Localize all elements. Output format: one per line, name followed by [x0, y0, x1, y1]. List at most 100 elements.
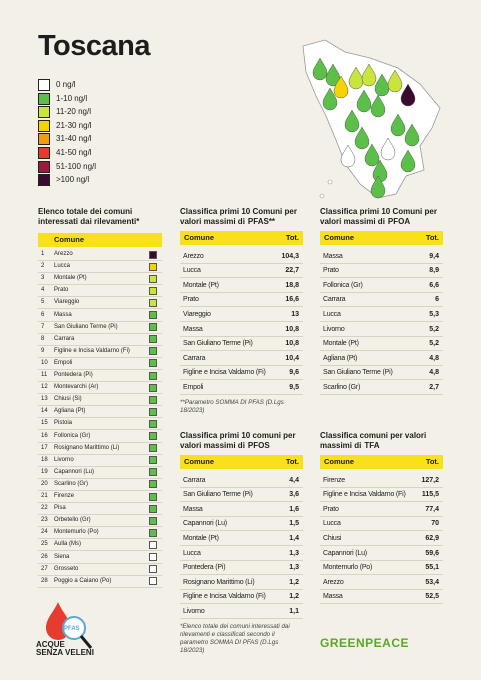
cell-name: Carrara: [323, 296, 346, 304]
table-row: Livorno 1,1: [180, 604, 303, 619]
row-swatch: [149, 565, 157, 574]
cell-name: Chiusi: [323, 534, 342, 542]
list-row: 26 Siena: [38, 552, 162, 564]
list-row: 8 Carrara: [38, 334, 162, 346]
row-name: Aulla (Ms): [54, 541, 82, 548]
cell-name: Pontedera (Pi): [183, 564, 226, 572]
row-name: Follonica (Gr): [54, 432, 91, 439]
row-name: Grosseto: [54, 565, 79, 572]
cell-value: 9,4: [429, 252, 439, 260]
logo-handle: [79, 635, 93, 649]
row-swatch: [149, 274, 157, 283]
row-name: Firenze: [54, 493, 75, 499]
row-number: 20: [41, 480, 48, 487]
campaign-logo: [46, 602, 93, 649]
row-number: 21: [41, 493, 48, 499]
legend-swatch: [38, 92, 50, 105]
list-row: 15 Pistoia: [38, 418, 162, 431]
row-number: 26: [41, 553, 48, 560]
table-row: Follonica (Gr) 6,6: [320, 278, 443, 293]
list-row: 16 Follonica (Gr): [38, 431, 162, 443]
table-row: Montemurlo (Po) 55,1: [320, 561, 443, 576]
table-row: Massa 10,8: [180, 322, 303, 337]
table-row: Carrara 10,4: [180, 351, 303, 366]
table-row: Lucca 1,3: [180, 546, 303, 561]
table-row: Livorno 5,2: [320, 322, 443, 337]
cell-value: 16,6: [285, 296, 299, 304]
list-row: 3 Montale (Pt): [38, 273, 162, 286]
table-header: Comune Tot.: [320, 231, 443, 245]
row-name: Empoli: [54, 359, 73, 366]
cell-value: 1,6: [289, 505, 299, 513]
table-row: Viareggio 13: [180, 307, 303, 322]
table-row: Prato 8,9: [320, 264, 443, 279]
row-swatch: [149, 407, 157, 416]
cell-name: Prato: [183, 296, 199, 304]
cell-value: 127,2: [421, 476, 439, 484]
row-number: 2: [41, 263, 45, 270]
table-row: Montale (Pt) 18,8: [180, 278, 303, 293]
table-row: Arezzo 104,3: [180, 249, 303, 264]
campaign-line: ACQUE: [36, 640, 65, 649]
cell-value: 4,8: [429, 369, 439, 377]
section-title: Elenco totale dei comuni interessati dai…: [38, 207, 140, 226]
table-title: Classifica comuni per valori massimi di T…: [320, 431, 449, 451]
cell-value: 4,8: [429, 354, 439, 362]
table-row: Carrara 4,4: [180, 473, 303, 488]
list-row: 1 Arezzo: [38, 249, 162, 262]
list-row: 20 Scarlino (Gr): [38, 479, 162, 491]
cell-name: Arezzo: [183, 252, 204, 260]
legend-label: 51-100 ng/l: [56, 161, 97, 171]
row-number: 6: [41, 311, 45, 318]
cell-name: Arezzo: [323, 578, 344, 586]
row-number: 8: [41, 335, 45, 342]
row-number: 7: [41, 323, 45, 330]
note: *Elenco totale dei comuni interessati da…: [180, 623, 290, 654]
island: [319, 193, 325, 199]
cell-name: Figline e Incisa Valdarno (Fi): [323, 491, 406, 499]
row-swatch: [149, 540, 157, 549]
legend-swatch: [38, 106, 50, 119]
list-row: 24 Montemurlo (Po): [38, 527, 162, 540]
header-cell: Tot.: [425, 233, 439, 242]
row-number: 12: [41, 384, 48, 391]
list-row: 10 Empoli: [38, 358, 162, 370]
cell-value: 2,7: [429, 383, 439, 391]
cell-value: 18,8: [285, 281, 299, 289]
cell-name: Montale (Pt): [323, 340, 359, 348]
row-swatch: [149, 480, 157, 489]
row-swatch: [149, 383, 157, 392]
row-number: 4: [41, 287, 45, 294]
row-swatch: [149, 371, 157, 380]
cell-name: Massa: [183, 505, 203, 513]
row-swatch: [149, 286, 157, 295]
row-number: 22: [41, 505, 48, 512]
list-row: 9 Figline e Incisa Valdarno (Fi): [38, 346, 162, 358]
row-swatch: [149, 456, 157, 465]
legend-swatch: [38, 160, 50, 173]
table-row: Pontedera (Pi) 1,3: [180, 561, 303, 576]
cell-name: San Giuliano Terme (Pi): [183, 491, 253, 499]
table-row: Massa 52,5: [320, 590, 443, 605]
cell-name: Figline e Incisa Valdarno (Fi): [183, 593, 266, 601]
cell-name: Capannori (Lu): [183, 520, 227, 528]
row-number: 11: [41, 372, 48, 378]
table-row: Massa 9,4: [320, 249, 443, 264]
row-swatch: [149, 323, 157, 332]
header-cell: Comune: [184, 233, 214, 242]
cell-value: 6,6: [429, 281, 439, 289]
cell-value: 104,3: [281, 252, 299, 260]
cell-name: Massa: [323, 593, 343, 601]
cell-value: 55,1: [425, 564, 439, 572]
row-number: 17: [41, 444, 48, 451]
table-row: San Giuliano Terme (Pi) 10,8: [180, 337, 303, 352]
row-name: Pontedera (Pi): [54, 372, 93, 378]
row-name: Siena: [54, 553, 70, 560]
logo-lens: [62, 616, 86, 640]
list-row: 11 Pontedera (Pi): [38, 370, 162, 383]
table-row: Figline e Incisa Valdarno (Fi) 9,6: [180, 366, 303, 381]
cell-value: 10,8: [285, 325, 299, 333]
table-row: Lucca 5,3: [320, 307, 443, 322]
row-name: Pistoia: [54, 420, 73, 427]
row-name: Scarlino (Gr): [54, 480, 89, 487]
